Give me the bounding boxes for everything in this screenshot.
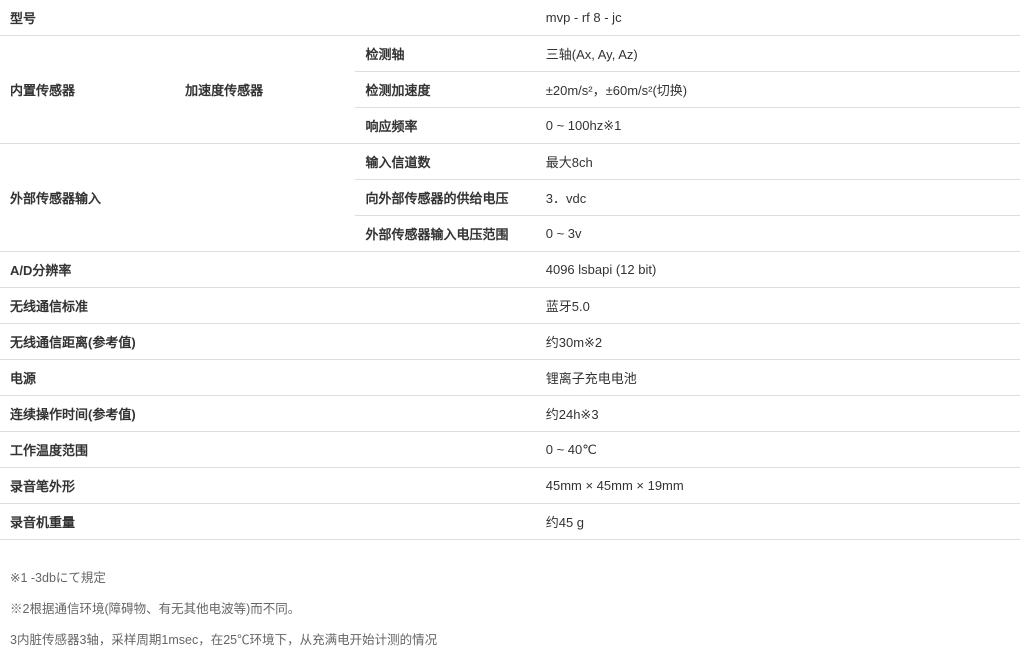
spec-table: 型号 mvp - rf 8 - jc 内置传感器 加速度传感器 检测轴 三轴(A… <box>0 0 1020 540</box>
value-simple-5: 0 ~ 40℃ <box>536 432 1020 468</box>
value-simple-1: 蓝牙5.0 <box>536 288 1020 324</box>
value-simple-3: 锂离子充电电池 <box>536 360 1020 396</box>
value-model: mvp - rf 8 - jc <box>536 0 1020 36</box>
param-internal-2: 响应频率 <box>355 108 535 144</box>
label-simple-4: 连续操作时间(参考值) <box>0 396 536 432</box>
row-simple-7: 录音机重量 约45 g <box>0 504 1020 540</box>
label-simple-2: 无线通信距离(参考值) <box>0 324 536 360</box>
param-internal-1: 检测加速度 <box>355 72 535 108</box>
label-simple-3: 电源 <box>0 360 536 396</box>
label-internal: 内置传感器 <box>0 36 175 144</box>
param-external-0: 输入信道数 <box>355 144 535 180</box>
sublabel-internal: 加速度传感器 <box>175 36 355 144</box>
param-internal-0: 检测轴 <box>355 36 535 72</box>
value-internal-2: 0 ~ 100hz※1 <box>536 108 1020 144</box>
label-simple-6: 录音笔外形 <box>0 468 536 504</box>
value-internal-1: ±20m/s²，±60m/s²(切换) <box>536 72 1020 108</box>
label-simple-1: 无线通信标准 <box>0 288 536 324</box>
row-simple-3: 电源 锂离子充电电池 <box>0 360 1020 396</box>
value-simple-7: 约45 g <box>536 504 1020 540</box>
param-external-2: 外部传感器输入电压范围 <box>355 216 535 252</box>
value-internal-0: 三轴(Ax, Ay, Az) <box>536 36 1020 72</box>
row-simple-4: 连续操作时间(参考值) 约24h※3 <box>0 396 1020 432</box>
row-simple-6: 录音笔外形 45mm × 45mm × 19mm <box>0 468 1020 504</box>
value-simple-0: 4096 lsbapi (12 bit) <box>536 252 1020 288</box>
label-external: 外部传感器输入 <box>0 144 355 252</box>
value-external-1: 3．vdc <box>536 180 1020 216</box>
value-external-0: 最大8ch <box>536 144 1020 180</box>
footnotes: ※1 -3dbにて規定 ※2根据通信环境(障碍物、有无其他电波等)而不同。 3内… <box>0 540 1020 669</box>
footnote-2: ※2根据通信环境(障碍物、有无其他电波等)而不同。 <box>10 597 1010 622</box>
row-external-0: 外部传感器输入 输入信道数 最大8ch <box>0 144 1020 180</box>
label-simple-5: 工作温度范围 <box>0 432 536 468</box>
row-internal-0: 内置传感器 加速度传感器 检测轴 三轴(Ax, Ay, Az) <box>0 36 1020 72</box>
value-simple-6: 45mm × 45mm × 19mm <box>536 468 1020 504</box>
row-simple-1: 无线通信标准 蓝牙5.0 <box>0 288 1020 324</box>
row-model: 型号 mvp - rf 8 - jc <box>0 0 1020 36</box>
row-simple-0: A/D分辨率 4096 lsbapi (12 bit) <box>0 252 1020 288</box>
footnote-3: 3内脏传感器3轴，采样周期1msec，在25℃环境下，从充满电开始计测的情况 <box>10 628 1010 653</box>
value-external-2: 0 ~ 3v <box>536 216 1020 252</box>
value-simple-4: 约24h※3 <box>536 396 1020 432</box>
label-simple-0: A/D分辨率 <box>0 252 536 288</box>
label-model: 型号 <box>0 0 536 36</box>
param-external-1: 向外部传感器的供给电压 <box>355 180 535 216</box>
label-simple-7: 录音机重量 <box>0 504 536 540</box>
row-simple-5: 工作温度范围 0 ~ 40℃ <box>0 432 1020 468</box>
value-simple-2: 约30m※2 <box>536 324 1020 360</box>
row-simple-2: 无线通信距离(参考值) 约30m※2 <box>0 324 1020 360</box>
footnote-1: ※1 -3dbにて規定 <box>10 566 1010 591</box>
